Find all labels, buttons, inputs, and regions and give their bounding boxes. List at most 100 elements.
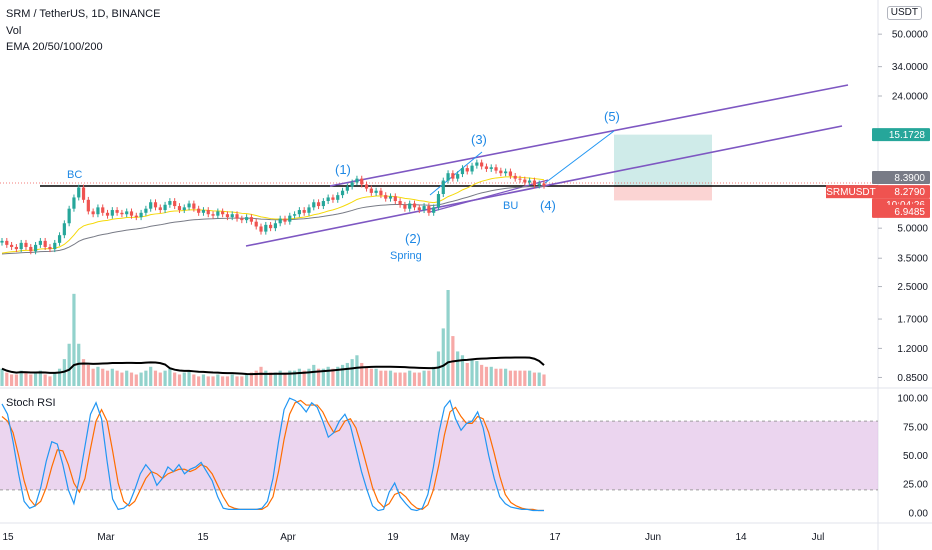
candle[interactable] [470,165,474,172]
candle[interactable] [403,204,407,209]
candle[interactable] [264,224,268,232]
annotation-wave-2[interactable]: (2) [405,231,421,246]
volume-bar[interactable] [235,376,239,386]
volume-bar[interactable] [269,372,273,386]
candle[interactable] [72,197,76,209]
currency-selector[interactable]: USDT [886,6,922,20]
volume-bar[interactable] [417,372,421,386]
volume-bar[interactable] [120,372,124,386]
candle[interactable] [528,180,532,183]
candle[interactable] [235,214,239,219]
candle[interactable] [77,187,81,198]
volume-bar[interactable] [158,372,162,386]
candle[interactable] [134,215,138,218]
volume-bar[interactable] [523,370,527,386]
volume-bar[interactable] [144,370,148,386]
wave-projection-path[interactable] [544,130,615,184]
candle[interactable] [480,162,484,167]
volume-bar[interactable] [331,368,335,386]
candle[interactable] [379,190,383,196]
candle[interactable] [532,180,537,186]
candle[interactable] [518,178,522,180]
position-stop-zone[interactable] [614,185,712,201]
volume-bar[interactable] [288,370,292,386]
candle[interactable] [206,210,210,215]
volume-bar[interactable] [292,370,297,386]
annotation-bc[interactable]: BC [67,169,82,181]
volume-bar[interactable] [264,370,268,386]
volume-bar[interactable] [38,370,42,386]
volume-bar[interactable] [259,366,263,386]
candle[interactable] [48,246,52,250]
candle[interactable] [245,217,249,221]
candle[interactable] [182,207,186,211]
candle[interactable] [312,202,316,208]
volume-bar[interactable] [101,368,105,386]
candle[interactable] [350,182,354,187]
candle[interactable] [259,226,263,232]
stoch-rsi-legend[interactable]: Stoch RSI [6,397,56,409]
volume-bar[interactable] [412,372,417,386]
volume-bar[interactable] [230,374,234,386]
candle[interactable] [345,186,349,191]
candle[interactable] [53,242,57,250]
candle[interactable] [173,201,177,207]
volume-bar[interactable] [110,368,114,386]
candle[interactable] [364,184,369,189]
ema-legend[interactable]: EMA 20/50/100/200 [6,41,103,53]
volume-bar[interactable] [350,359,354,386]
candle[interactable] [283,218,287,222]
volume-bar[interactable] [0,368,4,386]
volume-bar[interactable] [177,374,182,386]
volume-series[interactable] [0,290,546,386]
candle[interactable] [388,196,393,199]
candle[interactable] [465,168,469,172]
volume-bar[interactable] [57,368,62,386]
candle[interactable] [340,190,345,196]
volume-bar[interactable] [312,364,316,386]
volume-bar[interactable] [182,372,186,386]
volume-bar[interactable] [460,355,465,386]
volume-bar[interactable] [206,376,210,386]
candle[interactable] [360,178,364,185]
candle[interactable] [230,214,234,218]
volume-bar[interactable] [77,343,81,386]
volume-bar[interactable] [470,359,474,386]
volume-bar[interactable] [149,366,153,386]
volume-bar[interactable] [456,351,460,386]
volume-bar[interactable] [129,372,134,386]
candle[interactable] [0,240,4,243]
annotation-wave-1[interactable]: (1) [335,162,351,177]
volume-bar[interactable] [48,376,52,386]
candle[interactable] [408,203,412,209]
candle[interactable] [62,223,66,236]
candle[interactable] [57,235,62,243]
candle[interactable] [508,171,513,176]
candle[interactable] [120,212,124,215]
stoch-rsi-axis[interactable]: 100.00 75.00 50.00 25.00 0.00 [897,394,928,520]
volume-bar[interactable] [384,370,388,386]
candle[interactable] [225,214,230,218]
volume-bar[interactable] [9,374,14,386]
candle[interactable] [278,218,282,224]
wave-3-path[interactable] [429,151,483,196]
candle[interactable] [494,167,498,171]
volume-bar[interactable] [91,368,95,386]
volume-bar[interactable] [254,370,258,386]
volume-bar[interactable] [532,372,537,386]
volume-bar[interactable] [67,343,71,386]
time-axis[interactable]: 15 Mar 15 Apr 19 May 17 Jun 14 Jul [2,532,824,543]
candle[interactable] [523,179,527,183]
volume-bar[interactable] [297,368,301,386]
candle[interactable] [115,210,119,213]
volume-bar[interactable] [432,366,436,386]
volume-bar[interactable] [499,368,503,386]
volume-bar[interactable] [5,372,9,386]
volume-bar[interactable] [96,366,100,386]
candle[interactable] [441,180,445,194]
volume-bar[interactable] [81,359,86,386]
volume-bar[interactable] [245,374,249,386]
volume-bar[interactable] [408,370,412,386]
candle[interactable] [14,246,18,250]
